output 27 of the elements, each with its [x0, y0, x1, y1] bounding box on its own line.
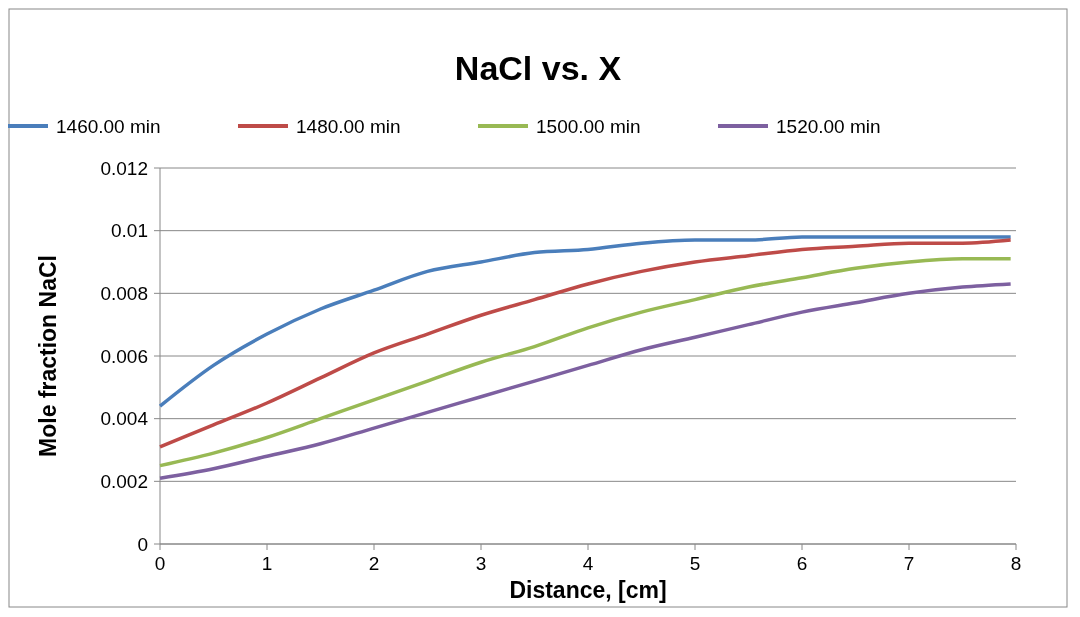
line-series [158, 235, 1013, 408]
legend-label: 1520.00 min [776, 115, 881, 137]
line-series [158, 238, 1013, 449]
x-tick-label: 1 [261, 553, 273, 574]
x-tick-label: 5 [689, 553, 701, 574]
legend-label: 1500.00 min [536, 115, 641, 137]
y-tick-label: 0 [137, 533, 148, 555]
y-tick-label: 0.002 [100, 470, 148, 492]
legend-label: 1480.00 min [296, 115, 401, 137]
y-tick-label: 0.006 [100, 345, 148, 367]
line-series [158, 282, 1013, 480]
x-axis-title: Distance, [cm] [509, 577, 667, 603]
x-tick-label: 4 [582, 553, 594, 574]
x-tick-label: 3 [475, 553, 487, 574]
line-series [158, 257, 1013, 468]
x-tick-label: 0 [154, 553, 166, 574]
x-tick-label: 2 [368, 553, 380, 574]
legend-label: 1460.00 min [56, 115, 161, 137]
chart-title: NaCl vs. X [454, 49, 622, 87]
y-axis-title: Mole fraction NaCl [35, 255, 61, 457]
y-tick-label: 0.008 [100, 282, 148, 304]
y-tick-label: 0.012 [100, 157, 148, 179]
x-tick-label: 7 [903, 553, 915, 574]
y-tick-label: 0.004 [100, 408, 149, 430]
x-tick-label: 6 [796, 553, 808, 574]
y-tick-label: 0.01 [111, 220, 148, 242]
x-tick-label: 8 [1010, 553, 1022, 574]
